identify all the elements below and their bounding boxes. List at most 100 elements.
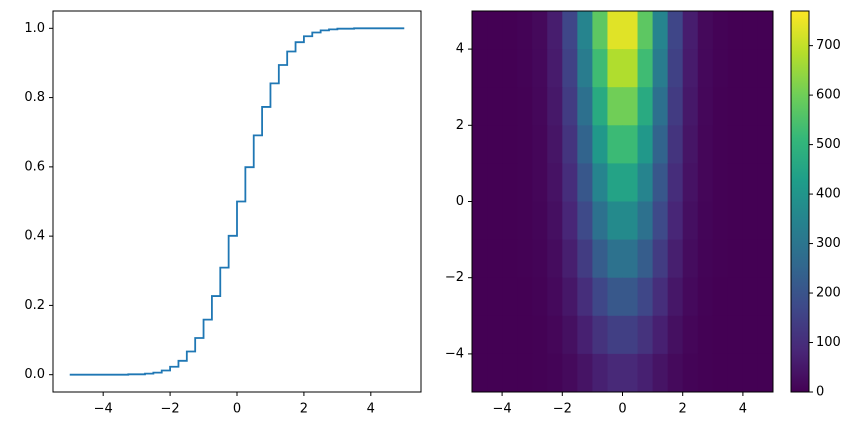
heat-cell	[472, 11, 488, 50]
colorbar-tick-label: 500	[816, 137, 841, 152]
heat-cell	[697, 11, 714, 50]
heat-cell	[517, 315, 533, 355]
heat-cell	[742, 201, 759, 241]
heat-cell	[727, 201, 744, 241]
heat-cell	[667, 353, 684, 393]
heat-cell	[667, 11, 684, 50]
y-tick-label: 2	[456, 118, 464, 133]
heat-cell	[637, 125, 654, 164]
heat-cell	[532, 87, 548, 126]
colorbar-tick-label: 400	[816, 187, 841, 202]
heat-cell	[547, 315, 563, 355]
y-tick-label: −4	[445, 346, 464, 361]
heat-cell	[652, 125, 669, 164]
heat-cell	[592, 125, 608, 164]
heat-cell	[517, 353, 533, 393]
heat-cell	[682, 353, 699, 393]
heat-cell	[742, 315, 759, 355]
heat-cell	[502, 49, 518, 88]
heat-cell	[532, 239, 548, 279]
heat-cell	[577, 11, 593, 50]
heat-cell	[502, 11, 518, 50]
heat-cell	[712, 87, 729, 126]
heat-cell	[712, 125, 729, 164]
heat-cell	[487, 163, 503, 202]
heat-cell	[682, 125, 699, 164]
heat-cell	[502, 163, 518, 202]
heat-cell	[757, 277, 774, 317]
heat-cell	[472, 125, 488, 164]
heat-cell	[472, 315, 488, 355]
heat-cell	[562, 87, 578, 126]
heat-cell	[652, 315, 669, 355]
heat-cell	[682, 277, 699, 317]
heat-cell	[637, 11, 654, 50]
heat-cell	[607, 49, 623, 88]
heat-cell	[532, 125, 548, 164]
heat-cell	[652, 49, 669, 88]
heat-cell	[607, 87, 623, 126]
heat-cell	[742, 11, 759, 50]
heat-cell	[472, 353, 488, 393]
heat-cell	[532, 201, 548, 241]
heat-cell	[592, 315, 608, 355]
heat-cell	[697, 163, 714, 202]
heat-cell	[622, 353, 639, 393]
heat-cell	[742, 125, 759, 164]
x-tick-label: 2	[679, 402, 687, 417]
heat-cell	[757, 239, 774, 279]
y-tick-label: 0.2	[24, 298, 45, 313]
heat-cell	[592, 353, 608, 393]
heat-cell	[652, 11, 669, 50]
heat-cell	[487, 125, 503, 164]
heat-cell	[547, 49, 563, 88]
heat-cell	[637, 315, 654, 355]
heat-cell	[487, 49, 503, 88]
colorbar-frame	[790, 10, 810, 393]
heat-cell	[502, 353, 518, 393]
x-tick-label: −2	[161, 402, 180, 417]
heat-cell	[487, 87, 503, 126]
heat-cell	[667, 315, 684, 355]
heat-cell	[547, 11, 563, 50]
cdf-line	[69, 27, 405, 376]
heat-cell	[577, 201, 593, 241]
heat-cell	[517, 277, 533, 317]
y-tick-label: 0.4	[24, 229, 45, 244]
heat-cell	[517, 11, 533, 50]
heat-cell	[697, 87, 714, 126]
heat-cell	[517, 201, 533, 241]
x-tick-label: 4	[739, 402, 747, 417]
heat-cell	[757, 353, 774, 393]
heat-cell	[712, 277, 729, 317]
heat-cell	[637, 201, 654, 241]
heat-cell	[637, 49, 654, 88]
heat-cell	[727, 11, 744, 50]
heat-cell	[532, 163, 548, 202]
colorbar	[791, 11, 809, 392]
heat-cell	[697, 239, 714, 279]
heat-cell	[727, 277, 744, 317]
heat-cell	[487, 201, 503, 241]
heat-cell	[727, 125, 744, 164]
heat-cell	[652, 163, 669, 202]
heat-cell	[637, 239, 654, 279]
heat-cell	[622, 49, 639, 88]
y-tick-label: −2	[445, 270, 464, 285]
heat-cell	[607, 163, 623, 202]
heat-cell	[592, 201, 608, 241]
heat-cell	[472, 277, 488, 317]
heat-cell	[562, 163, 578, 202]
heat-cell	[667, 277, 684, 317]
heat-cell	[622, 277, 639, 317]
heat-cell	[562, 239, 578, 279]
heat-cell	[742, 87, 759, 126]
heat-cell	[532, 315, 548, 355]
x-tick-label: −2	[553, 402, 572, 417]
heat-cell	[667, 125, 684, 164]
heat-cell	[712, 239, 729, 279]
heat-cell	[577, 125, 593, 164]
heat-cell	[712, 163, 729, 202]
y-tick-label: 0	[456, 194, 464, 209]
